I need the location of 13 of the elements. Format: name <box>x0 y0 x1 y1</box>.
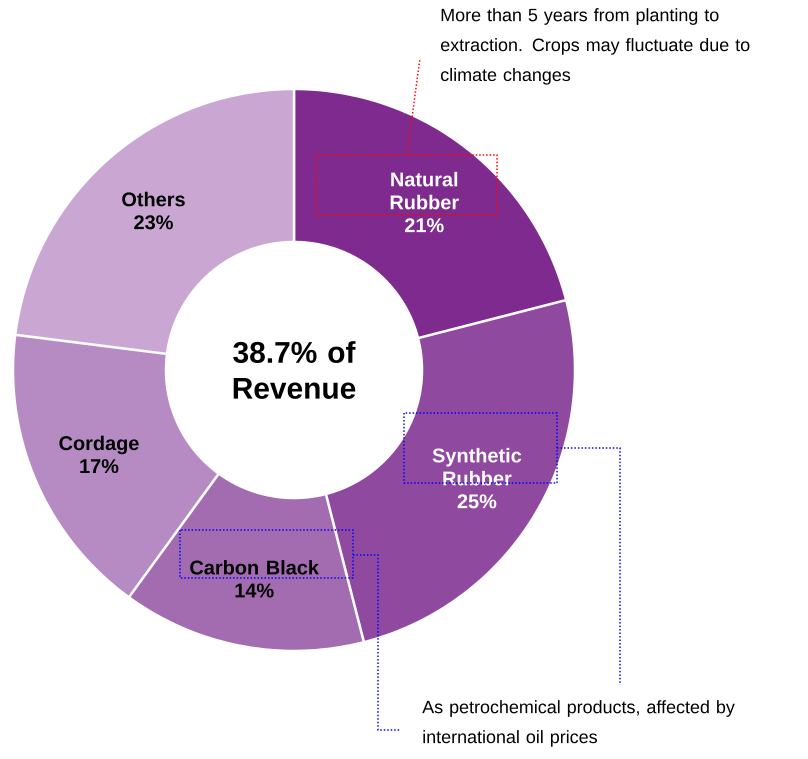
slice-label: Synthetic Rubber <box>432 448 522 486</box>
data-label: 25% <box>458 494 496 508</box>
text: More than 5 years from planting to extraction. Crops may fluctuate due to climate changes <box>440 8 750 85</box>
slice-label: Cordage <box>59 436 139 454</box>
slice-label: Others <box>122 192 185 206</box>
data-label: 21% <box>405 218 444 232</box>
data-label: 17% <box>80 459 118 474</box>
slice-label: Carbon Black <box>190 560 319 575</box>
text: 38.7% of Revenue <box>233 341 356 399</box>
text: As petrochemical products, affected by international oil prices <box>422 700 735 747</box>
slice-label: Natural Rubber <box>390 172 459 210</box>
data-label: 23% <box>134 215 173 230</box>
data-label: 14% <box>236 583 274 598</box>
